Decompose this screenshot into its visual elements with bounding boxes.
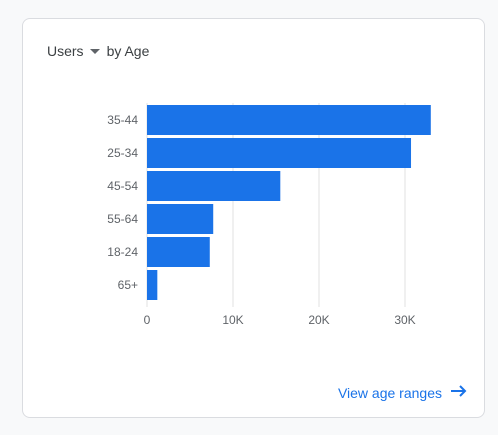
x-tick-label: 30K [394, 313, 415, 327]
category-label: 25-34 [107, 146, 138, 160]
category-label: 35-44 [107, 113, 138, 127]
bar-25-34[interactable] [147, 138, 412, 168]
x-tick-label: 20K [308, 313, 329, 327]
category-label: 45-54 [107, 179, 138, 193]
caret-down-icon [89, 48, 100, 54]
view-age-ranges-label: View age ranges [337, 384, 442, 401]
age-bar-chart: 0 10K 20K 30K 35-44 25-34 45-54 55-64 18-24 65+ [107, 103, 431, 327]
x-tick-label: 10K [222, 313, 243, 327]
category-label: 65+ [118, 278, 138, 292]
bar-35-44[interactable] [147, 105, 431, 135]
dimension-label: by Age [106, 43, 150, 59]
metric-dropdown[interactable]: Users [47, 43, 107, 59]
bar-45-54[interactable] [147, 171, 281, 201]
category-label: 18-24 [107, 245, 138, 259]
age-card: Users by Age 0 10K 20K 30K 35-44 25-34 45-54 55… [22, 18, 485, 418]
bar-18-24[interactable] [147, 237, 210, 267]
card-header: Users by Age [47, 43, 149, 59]
category-label: 55-64 [107, 212, 138, 226]
arrow-right-icon [450, 384, 468, 401]
x-tick-label: 0 [144, 313, 151, 327]
metric-label: Users [47, 43, 84, 59]
bar-65+[interactable] [147, 270, 158, 300]
bar-55-64[interactable] [147, 204, 214, 234]
view-age-ranges-link[interactable]: View age ranges [338, 384, 468, 401]
